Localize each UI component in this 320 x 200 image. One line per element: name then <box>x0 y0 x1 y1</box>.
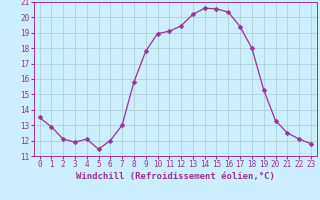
X-axis label: Windchill (Refroidissement éolien,°C): Windchill (Refroidissement éolien,°C) <box>76 172 275 181</box>
